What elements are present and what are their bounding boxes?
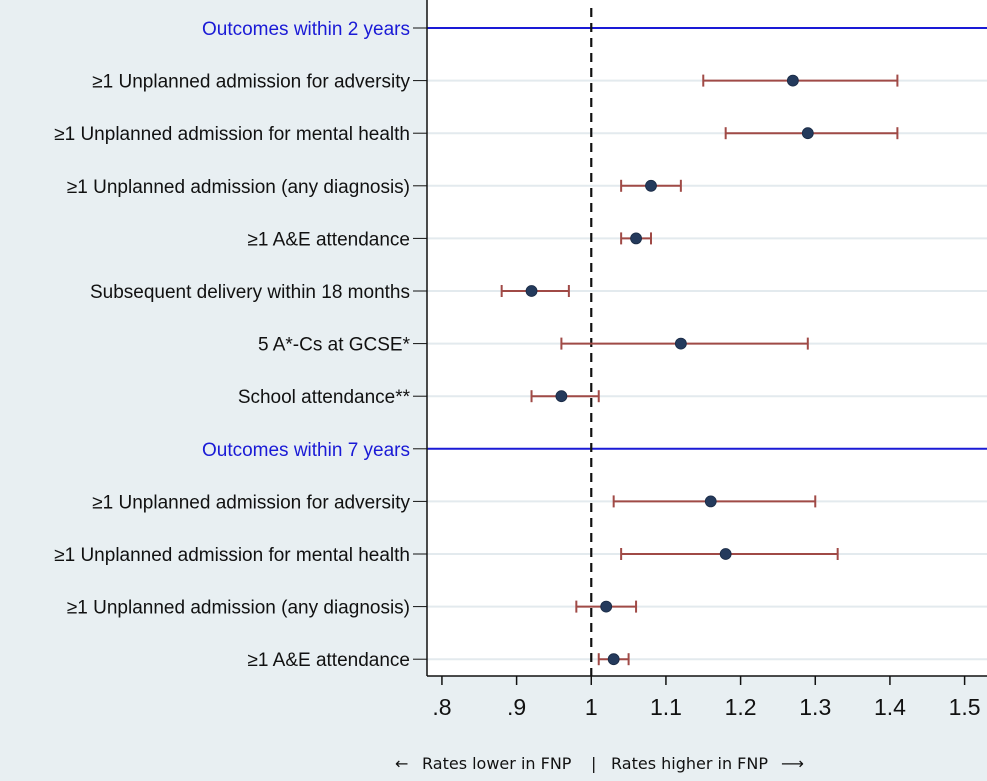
row-label: ≥1 Unplanned admission (any diagnosis) xyxy=(67,598,410,619)
x-tick-label: 1 xyxy=(585,694,598,720)
footer-left-arrow: ← xyxy=(395,754,408,773)
row-labels: Outcomes within 2 years ≥1 Unplanned admi… xyxy=(54,19,410,671)
group-label: Outcomes within 7 years xyxy=(202,440,410,461)
footer-separator: | xyxy=(591,754,596,773)
row-label: ≥1 Unplanned admission for adversity xyxy=(92,492,410,513)
row-label: ≥1 Unplanned admission for mental health xyxy=(54,545,410,566)
row-label: ≥1 A&E attendance xyxy=(247,650,410,671)
point-estimates xyxy=(525,74,814,666)
point-estimate xyxy=(786,74,799,87)
row-label: 5 A*-Cs at GCSE* xyxy=(258,335,411,356)
point-estimate xyxy=(607,653,620,666)
x-tick-label: .8 xyxy=(432,694,451,720)
point-estimate xyxy=(801,127,814,140)
x-tick-label: 1.4 xyxy=(874,694,906,720)
group-label: Outcomes within 2 years xyxy=(202,19,410,40)
x-tick-label: 1.2 xyxy=(725,694,757,720)
row-label: Subsequent delivery within 18 months xyxy=(90,282,410,303)
x-axis: .8 .9 1 1.1 1.2 1.3 1.4 1.5 xyxy=(413,0,987,720)
footer-caption: ← Rates lower in FNP | Rates higher in F… xyxy=(395,754,804,773)
point-estimate xyxy=(719,548,732,560)
row-label: ≥1 A&E attendance xyxy=(247,229,410,250)
row-label: ≥1 Unplanned admission for mental health xyxy=(54,124,410,145)
point-estimate xyxy=(630,232,642,245)
x-tick-label: .9 xyxy=(507,694,526,720)
point-estimate xyxy=(525,285,538,297)
point-estimate xyxy=(674,337,687,350)
footer-right-text: Rates higher in FNP xyxy=(611,754,768,773)
point-estimate xyxy=(704,495,717,508)
point-estimate xyxy=(600,600,613,613)
row-label: ≥1 Unplanned admission for adversity xyxy=(92,72,410,93)
row-label: ≥1 Unplanned admission (any diagnosis) xyxy=(67,177,410,198)
plot-area xyxy=(427,0,987,676)
point-estimate xyxy=(645,179,657,192)
row-label: School attendance** xyxy=(238,387,411,408)
footer-right-arrow: ⟶ xyxy=(781,754,804,773)
point-estimate xyxy=(555,390,568,403)
x-tick-label: 1.1 xyxy=(650,694,682,720)
group-lines xyxy=(427,27,987,450)
x-tick-label: 1.3 xyxy=(799,694,831,720)
x-tick-label: 1.5 xyxy=(949,694,981,720)
footer-left-text: Rates lower in FNP xyxy=(422,754,572,773)
